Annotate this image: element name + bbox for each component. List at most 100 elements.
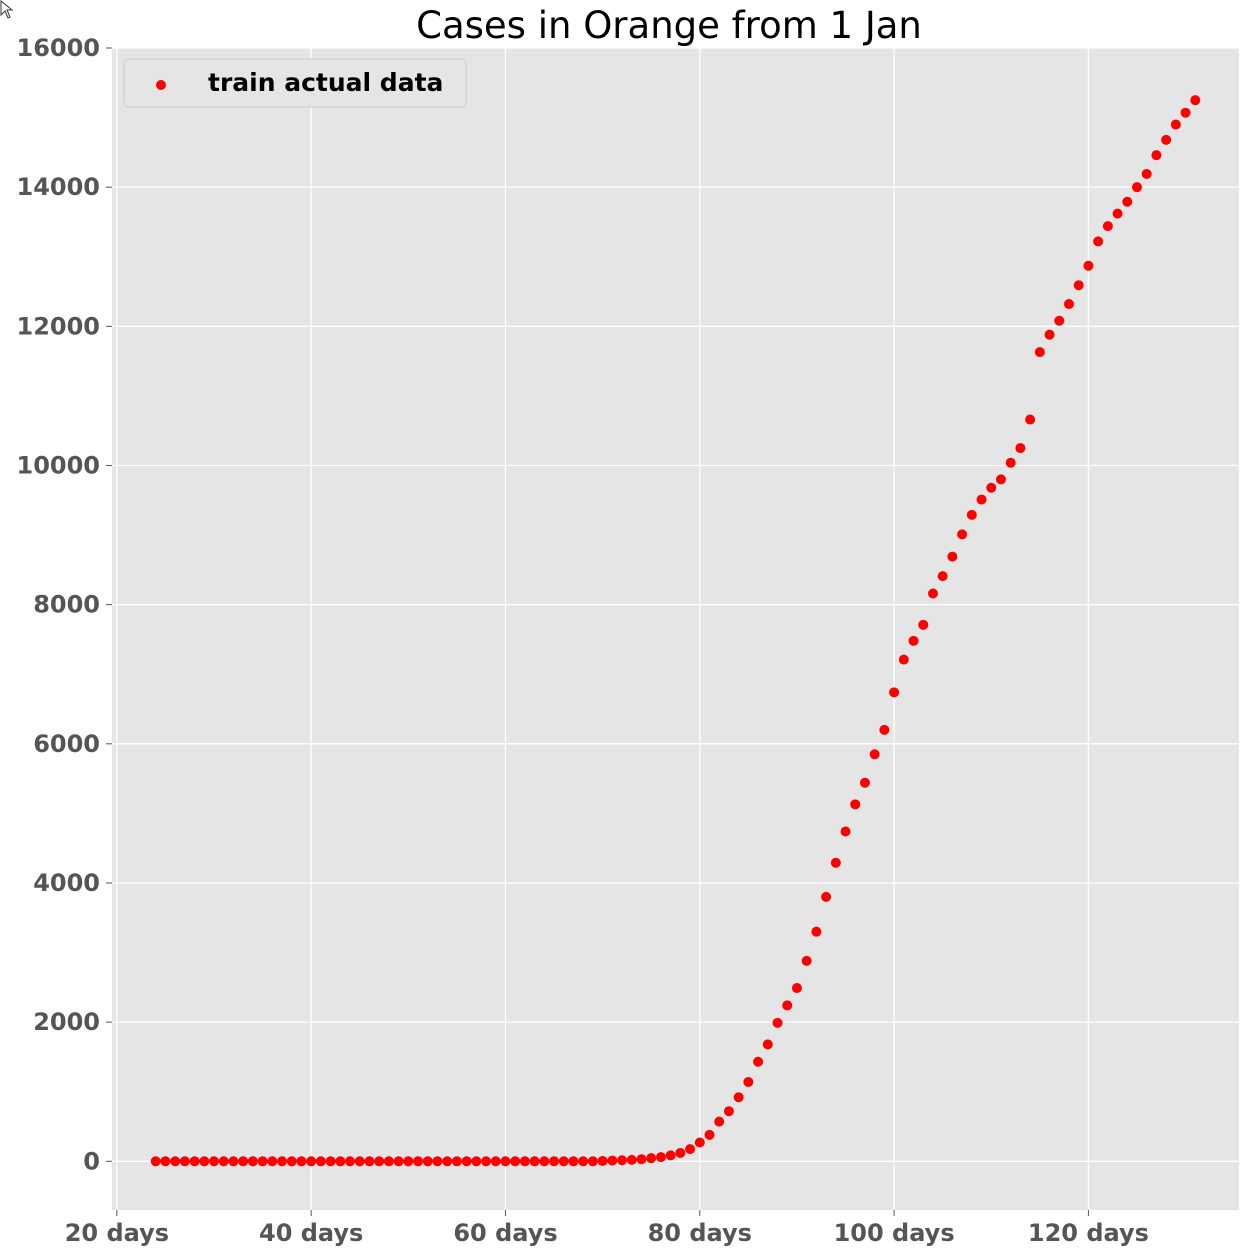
data-point <box>966 509 977 520</box>
data-point <box>170 1156 181 1167</box>
y-tick-label: 16000 <box>17 34 101 62</box>
data-point <box>1151 150 1162 161</box>
data-point <box>927 588 938 599</box>
x-tick-label: 40 days <box>259 1219 363 1247</box>
data-point <box>539 1156 550 1167</box>
data-point <box>315 1156 326 1167</box>
data-point <box>510 1156 521 1167</box>
data-point <box>811 926 822 937</box>
data-point <box>646 1153 657 1164</box>
x-tick-label: 100 days <box>834 1219 955 1247</box>
data-point <box>694 1137 705 1148</box>
x-tick-label: 20 days <box>65 1219 169 1247</box>
data-point <box>976 494 987 505</box>
data-point <box>1034 347 1045 358</box>
plot-area <box>112 48 1239 1210</box>
data-point <box>558 1156 569 1167</box>
data-point <box>947 551 958 562</box>
data-point <box>1063 299 1074 310</box>
data-point <box>801 955 812 966</box>
data-point <box>422 1156 433 1167</box>
data-point <box>519 1156 530 1167</box>
data-point <box>1161 134 1172 145</box>
data-point <box>296 1156 307 1167</box>
data-point <box>743 1076 754 1087</box>
data-point <box>879 724 890 735</box>
data-point <box>403 1156 414 1167</box>
data-point <box>335 1156 346 1167</box>
y-tick-label: 10000 <box>17 451 101 479</box>
data-point <box>490 1156 501 1167</box>
data-point <box>578 1156 589 1167</box>
data-point <box>791 983 802 994</box>
data-point <box>665 1150 676 1161</box>
data-point <box>228 1156 239 1167</box>
data-point <box>918 619 929 630</box>
data-point <box>1190 95 1201 106</box>
x-tick-label: 120 days <box>1028 1219 1149 1247</box>
data-point <box>432 1156 443 1167</box>
data-point <box>150 1156 161 1167</box>
chart-title: Cases in Orange from 1 Jan <box>416 4 922 47</box>
data-point <box>529 1156 540 1167</box>
y-tick-label: 8000 <box>33 591 100 619</box>
grid-lines <box>112 47 1239 1210</box>
y-axis: 0 2000 4000 6000 8000 10000 12000 14000 16000 <box>17 34 112 1175</box>
data-point <box>607 1155 618 1166</box>
data-point <box>1102 221 1113 232</box>
data-point <box>1083 260 1094 271</box>
data-point <box>850 799 861 810</box>
data-point <box>1015 443 1026 454</box>
data-point <box>840 826 851 837</box>
data-point <box>199 1156 210 1167</box>
data-point <box>937 571 948 582</box>
data-point <box>995 474 1006 485</box>
y-tick-label: 6000 <box>33 730 100 758</box>
data-point <box>782 1000 793 1011</box>
y-tick-label: 2000 <box>33 1008 100 1036</box>
data-point <box>1141 168 1152 179</box>
data-point <box>364 1156 375 1167</box>
data-point <box>908 635 919 646</box>
data-point <box>986 482 997 493</box>
data-point <box>568 1156 579 1167</box>
data-point <box>286 1156 297 1167</box>
y-tick-label: 4000 <box>33 869 100 897</box>
x-tick-label: 60 days <box>453 1219 557 1247</box>
data-point <box>830 857 841 868</box>
data-point <box>762 1039 773 1050</box>
data-point <box>869 749 880 760</box>
data-point <box>345 1156 356 1167</box>
data-point <box>704 1129 715 1140</box>
legend-label: train actual data <box>208 68 443 97</box>
data-point <box>471 1156 482 1167</box>
data-point <box>413 1156 424 1167</box>
data-point <box>714 1116 725 1127</box>
mouse-pointer-icon <box>0 0 14 19</box>
x-tick-label: 80 days <box>648 1219 752 1247</box>
data-point <box>549 1156 560 1167</box>
data-point <box>461 1156 472 1167</box>
data-point <box>753 1056 764 1067</box>
data-point <box>889 687 900 698</box>
data-point <box>617 1155 628 1166</box>
y-tick-label: 12000 <box>17 312 101 340</box>
legend-box <box>123 58 467 108</box>
data-point <box>772 1017 783 1028</box>
data-point <box>374 1156 385 1167</box>
data-point <box>859 777 870 788</box>
data-point <box>898 654 909 665</box>
data-point <box>238 1156 249 1167</box>
data-point <box>218 1156 229 1167</box>
data-point <box>1073 280 1084 291</box>
y-tick-label: 14000 <box>17 173 101 201</box>
data-point <box>189 1156 200 1167</box>
data-point <box>655 1152 666 1163</box>
data-point <box>636 1154 647 1165</box>
data-point <box>383 1156 394 1167</box>
data-point <box>723 1106 734 1117</box>
data-point <box>1093 236 1104 247</box>
data-point <box>626 1154 637 1165</box>
data-point <box>1180 107 1191 118</box>
data-point <box>179 1156 190 1167</box>
